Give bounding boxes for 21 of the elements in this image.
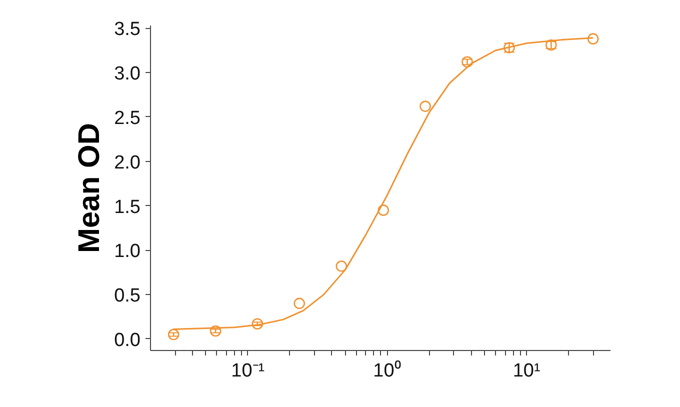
y-tick-label: 3.5 bbox=[114, 19, 141, 40]
point bbox=[336, 260, 348, 272]
y-tick-label: 0.0 bbox=[114, 330, 141, 351]
point bbox=[378, 204, 389, 216]
y-tick-label: 0.5 bbox=[114, 286, 141, 307]
point bbox=[462, 56, 473, 68]
y-tick-label: 3.0 bbox=[114, 64, 141, 85]
point bbox=[252, 318, 264, 330]
y-tick-label: 1.5 bbox=[114, 196, 141, 218]
x-tick-label: 10¹ bbox=[512, 360, 540, 382]
point bbox=[210, 325, 222, 337]
y-tick-label: 1.0 bbox=[114, 241, 141, 262]
y-axis-title: Mean OD bbox=[73, 122, 106, 254]
x-tick-label: 10⁻¹ bbox=[231, 360, 265, 382]
x-tick-label: 10⁰ bbox=[373, 360, 402, 382]
point bbox=[587, 33, 599, 44]
y-tick-label: 2.5 bbox=[114, 108, 141, 129]
point bbox=[294, 298, 305, 310]
point bbox=[420, 100, 431, 112]
point bbox=[168, 328, 180, 340]
y-tick-label: 2.0 bbox=[114, 152, 141, 174]
